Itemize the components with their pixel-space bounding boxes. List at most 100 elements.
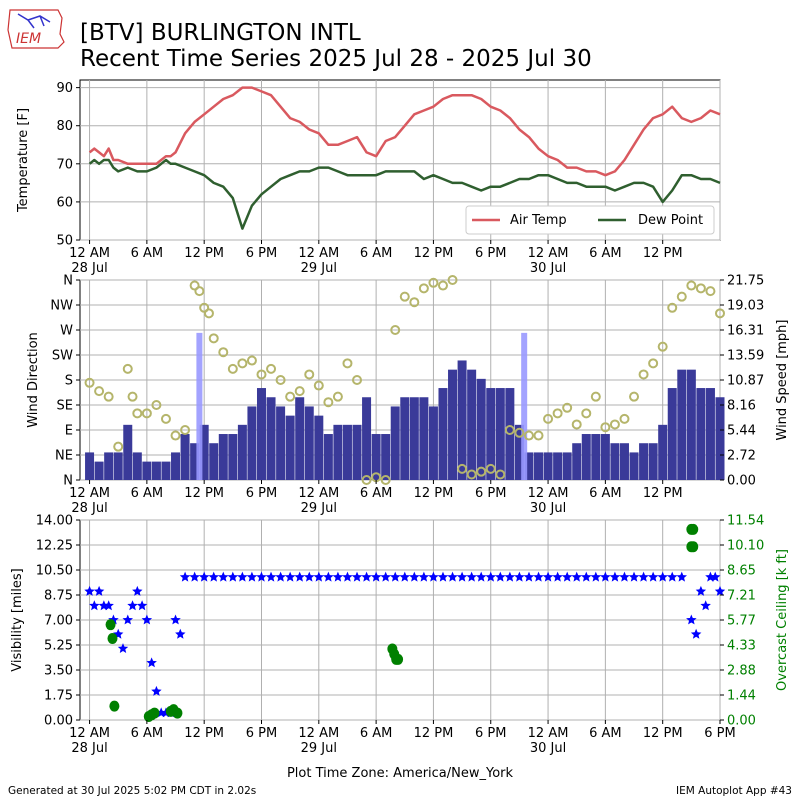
x-tick-label: 6 PM (475, 486, 506, 501)
wind-speed-bar (256, 388, 266, 480)
wind-direction-point (676, 291, 687, 302)
wind-speed-bar (209, 443, 219, 480)
wind-speed-bar (553, 452, 563, 480)
wind-direction-tick-label: N (63, 274, 73, 289)
legend-air-temp-label: Air Temp (510, 213, 567, 228)
visibility-point (390, 571, 401, 582)
wind-direction-point (218, 347, 229, 358)
visibility-point (476, 571, 487, 582)
wind-direction-point (160, 413, 171, 424)
wind-direction-point (332, 391, 343, 402)
wind-direction-point (94, 386, 105, 397)
wind-speed-bar (104, 452, 114, 480)
wind-direction-point (390, 325, 401, 335)
visibility-point (351, 571, 363, 582)
visibility-point (428, 571, 439, 582)
wind-speed-bar (600, 434, 610, 480)
x-tick-label: 12 AM (298, 726, 339, 741)
wind-direction-point (638, 369, 649, 380)
wind-speed-bar (419, 397, 429, 480)
temperature-legend: Air Temp Dew Point (465, 205, 715, 235)
visibility-point (409, 571, 420, 582)
visibility-point (657, 571, 668, 582)
visibility-point (304, 571, 315, 582)
visibility-point (294, 571, 305, 582)
x-day-label: 30 Jul (530, 261, 566, 276)
wind-speed-tick-label: 10.87 (727, 374, 764, 389)
ceiling-point (393, 653, 404, 665)
x-day-label: 30 Jul (530, 741, 566, 756)
wind-speed-bar (371, 434, 381, 480)
visibility-point (590, 571, 602, 582)
x-tick-label: 6 AM (360, 486, 393, 501)
visibility-point (189, 571, 200, 582)
wind-direction-point (437, 280, 448, 291)
wind-direction-tick-label: S (65, 374, 73, 389)
x-day-label: 28 Jul (71, 261, 107, 276)
wind-gust-bar (521, 332, 528, 480)
wind-direction-tick-label: NW (50, 299, 73, 314)
wind-speed-bar (715, 397, 725, 480)
wind-speed-bar (161, 461, 171, 480)
x-tick-label: 12 AM (69, 486, 110, 501)
visibility-point (571, 571, 582, 582)
ceiling-point (149, 707, 160, 719)
x-tick-label: 6 PM (246, 246, 277, 261)
wind-speed-bar (123, 424, 133, 480)
wind-direction-point (304, 369, 315, 380)
visibility-tick-label: 14.00 (36, 514, 73, 529)
temperature-y-tick-label: 60 (56, 195, 73, 210)
wind-direction-point (246, 355, 257, 366)
visibility-point (456, 571, 468, 582)
visibility-axis-label: Visibility [miles] (10, 568, 25, 671)
dew-point-line (88, 158, 721, 230)
x-tick-label: 12 PM (643, 726, 683, 741)
x-tick-label: 6 AM (589, 486, 622, 501)
wind-direction-point (103, 391, 114, 402)
wind-direction-point (127, 391, 138, 402)
wind-speed-bar (285, 415, 295, 480)
visibility-point (313, 571, 324, 582)
visibility-point (504, 571, 516, 582)
x-tick-label: 12 AM (69, 246, 110, 261)
wind-panel: N 0.00 NE 2.72 E 5.44 SE 8.16 S 10.87 SW 13.59 W 16.3… (26, 274, 790, 517)
visibility-point (175, 628, 186, 639)
visibility-point (122, 614, 133, 625)
visibility-point (141, 614, 153, 625)
x-tick-label: 6 AM (131, 246, 164, 261)
ceiling-point (109, 700, 120, 712)
visibility-grid (80, 519, 721, 721)
visibility-point (113, 628, 124, 639)
visibility-point (146, 657, 157, 668)
wind-speed-bar (686, 369, 696, 480)
wind-direction-point (514, 427, 525, 438)
wind-speed-bar (562, 452, 572, 480)
visibility-point (600, 571, 611, 582)
visibility-point (695, 585, 707, 596)
wind-direction-point (485, 463, 496, 474)
wind-direction-point (418, 283, 429, 294)
visibility-point (542, 571, 554, 582)
wind-speed-bar (323, 434, 333, 480)
visibility-point (485, 571, 496, 582)
wind-direction-point (533, 430, 544, 441)
ceiling-tick-label: 10.10 (727, 539, 764, 554)
temperature-panel: 50 60 70 80 90 12 AM 6 AM 12 PM 6 PM 12 AM 6 AM 12 … (16, 79, 721, 276)
x-day-label: 29 Jul (301, 261, 337, 276)
wind-direction-point (227, 363, 238, 374)
wind-speed-tick-label: 21.75 (727, 274, 764, 289)
wind-direction-point (609, 419, 620, 430)
wind-speed-tick-label: 2.72 (727, 449, 756, 464)
temperature-y-tick-label: 50 (56, 234, 73, 249)
visibility-point (647, 571, 659, 582)
wind-speed-bar (190, 443, 200, 480)
wind-speed-bar (171, 452, 181, 480)
wind-direction-point (600, 422, 611, 433)
temperature-series (88, 86, 721, 230)
wind-speed-bar (514, 424, 524, 480)
wind-speed-bar (696, 388, 706, 480)
wind-direction-tick-label: NE (55, 449, 73, 464)
wind-ticks: N 0.00 NE 2.72 E 5.44 SE 8.16 S 10.87 SW 13.59 W 16.3… (50, 274, 764, 517)
wind-speed-tick-label: 8.16 (727, 399, 756, 414)
x-tick-label: 12 PM (643, 246, 683, 261)
